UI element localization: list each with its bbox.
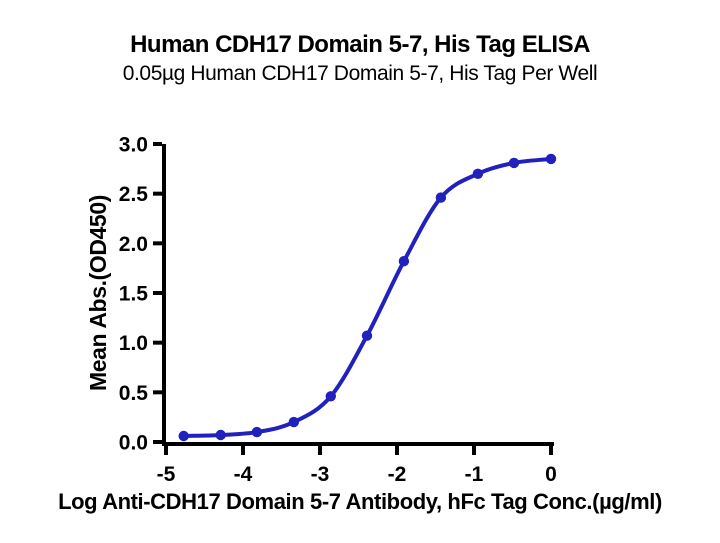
chart-title: Human CDH17 Domain 5-7, His Tag ELISA — [130, 31, 590, 58]
fitted-curve — [181, 156, 553, 438]
data-point — [435, 192, 447, 203]
data-point — [472, 168, 484, 179]
data-point — [508, 157, 520, 169]
data-point — [288, 416, 299, 428]
chart-subtitle: 0.05µg Human CDH17 Domain 5-7, His Tag P… — [123, 62, 598, 85]
y-tick-label: 2.0 — [119, 233, 148, 256]
dose-response-curve — [181, 156, 553, 438]
y-tick-label: 3.0 — [119, 134, 148, 157]
x-tick-label: 0 — [545, 463, 557, 486]
data-point — [361, 330, 373, 341]
data-point — [398, 256, 410, 267]
y-tick-label: 1.5 — [119, 283, 149, 306]
x-axis-label: Log Anti-CDH17 Domain 5-7 Antibody, hFc … — [58, 489, 662, 514]
data-point — [215, 429, 226, 441]
x-tick-label: -2 — [388, 463, 407, 486]
y-tick-label: 1.0 — [119, 332, 148, 355]
data-point — [545, 153, 557, 165]
data-point — [251, 426, 263, 438]
data-points — [178, 153, 557, 442]
x-tick-label: -5 — [157, 463, 176, 486]
y-axis-label: Mean Abs.(OD450) — [85, 195, 111, 391]
y-tick-label: 0.0 — [119, 432, 148, 455]
x-axis-ticks: -5 -4 -3 -2 -1 0 — [157, 446, 557, 486]
x-tick-label: -1 — [465, 463, 484, 486]
data-point — [325, 391, 336, 402]
axes — [162, 144, 554, 446]
data-point — [178, 430, 189, 442]
y-tick-label: 0.5 — [119, 382, 149, 405]
y-tick-label: 2.5 — [119, 183, 149, 206]
x-tick-label: -4 — [234, 463, 253, 486]
x-tick-label: -3 — [311, 463, 330, 486]
y-axis-ticks: 0.0 0.5 1.0 1.5 2.0 2.5 3.0 — [119, 134, 162, 455]
